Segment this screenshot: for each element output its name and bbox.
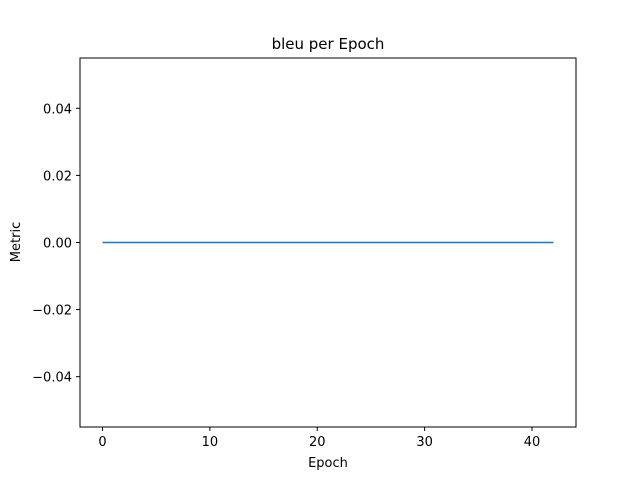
x-tick-label: 10	[202, 435, 219, 450]
y-tick-label: −0.02	[32, 304, 72, 319]
x-tick-label: 40	[524, 435, 541, 450]
x-axis-label: Epoch	[308, 456, 348, 471]
x-tick-label: 30	[416, 435, 433, 450]
y-tick-label: 0.00	[43, 237, 72, 252]
chart-title: bleu per Epoch	[272, 35, 385, 53]
y-axis: −0.04 −0.02 0.00 0.02 0.04	[32, 102, 80, 386]
y-tick-label: 0.04	[43, 102, 72, 117]
y-tick-label: −0.04	[32, 371, 72, 386]
x-tick-label: 0	[98, 435, 106, 450]
x-tick-label: 20	[309, 435, 326, 450]
y-tick-label: 0.02	[43, 169, 72, 184]
x-axis: 0 10 20 30 40	[98, 427, 540, 450]
y-axis-label: Metric	[9, 222, 24, 262]
